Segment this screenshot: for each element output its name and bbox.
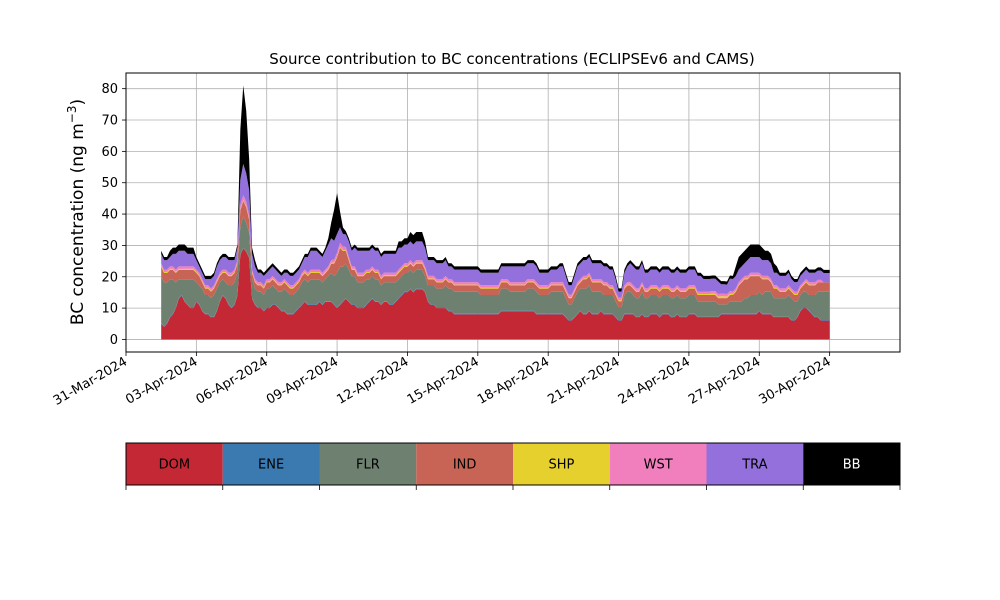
- legend-swatch-ind: [416, 443, 513, 485]
- legend-swatch-shp: [513, 443, 610, 485]
- area-series-flr: [161, 216, 830, 327]
- y-axis-label-suffix: ): [68, 99, 88, 106]
- y-tick-label: 50: [101, 176, 118, 191]
- legend-label-shp: SHP: [548, 458, 574, 473]
- legend-label-wst: WST: [644, 458, 673, 473]
- legend-swatch-ene: [222, 443, 320, 485]
- y-tick-label: 60: [101, 145, 118, 160]
- y-tick-label: 70: [101, 114, 118, 129]
- legend-swatch-wst: [609, 443, 707, 485]
- legend-label-bb: BB: [843, 458, 861, 473]
- y-axis-label: BC concentration (ng m−3): [65, 99, 88, 325]
- plot-frame: [125, 72, 901, 353]
- stacked-areas: [161, 85, 830, 340]
- legend-label-tra: TRA: [741, 458, 767, 473]
- legend-label-flr: FLR: [356, 458, 380, 473]
- y-tick-label: 80: [101, 82, 118, 97]
- area-series-tra: [161, 163, 830, 298]
- legend-swatch-bb: [803, 443, 900, 485]
- area-series-bb: [161, 85, 830, 292]
- legend-swatch-dom: [126, 443, 223, 485]
- y-tick-label: 20: [101, 270, 118, 285]
- y-tick-label: 0: [110, 333, 118, 348]
- legend-label-dom: DOM: [159, 458, 190, 473]
- y-tick-label: 10: [101, 302, 118, 317]
- legend-swatch-tra: [706, 443, 804, 485]
- area-series-dom: [161, 248, 830, 340]
- chart-title: Source contribution to BC concentrations…: [269, 50, 754, 68]
- legend-label-ind: IND: [453, 458, 477, 473]
- legend-label-ene: ENE: [258, 458, 284, 473]
- y-tick-label: 40: [101, 208, 118, 223]
- legend: DOM ENE FLR IND SHP WST TRA BB: [125, 442, 901, 490]
- y-axis-label-superscript: −3: [65, 105, 79, 123]
- y-tick-label: 30: [101, 239, 118, 254]
- y-axis-label-text: BC concentration (ng m: [68, 123, 88, 325]
- legend-swatch-flr: [319, 443, 417, 485]
